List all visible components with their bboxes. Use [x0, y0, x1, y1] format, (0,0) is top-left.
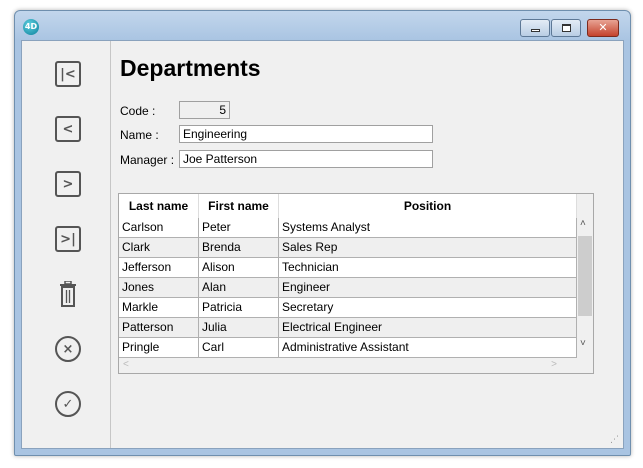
column-header-position[interactable]: Position: [279, 194, 577, 218]
horizontal-scrollbar[interactable]: < >: [119, 358, 577, 373]
first-record-button[interactable]: |<: [55, 61, 81, 87]
sidebar: |< < > >| × ✓: [22, 41, 111, 448]
last-name-cell: Markle: [119, 298, 199, 317]
scroll-up-icon[interactable]: ˄: [580, 218, 586, 229]
scroll-down-icon[interactable]: ˅: [580, 338, 586, 349]
table-row[interactable]: Patterson Julia Electrical Engineer: [119, 318, 577, 338]
cancel-button[interactable]: ×: [55, 336, 81, 362]
position-cell: Systems Analyst: [279, 218, 577, 237]
previous-record-button[interactable]: <: [55, 116, 81, 142]
resize-grip-icon[interactable]: ⋰: [610, 435, 619, 445]
minimize-button[interactable]: [520, 19, 550, 37]
column-header-first-name[interactable]: First name: [199, 194, 279, 218]
employees-listbox[interactable]: Last name First name Position Carlson Pet…: [118, 193, 594, 374]
last-record-icon: >|: [60, 231, 76, 247]
position-cell: Technician: [279, 258, 577, 277]
checkmark-icon: ✓: [62, 396, 74, 412]
last-name-cell: Jones: [119, 278, 199, 297]
vertical-scrollbar[interactable]: ˄ ˅: [577, 218, 593, 358]
last-name-cell: Patterson: [119, 318, 199, 337]
position-cell: Secretary: [279, 298, 577, 317]
last-name-cell: Jefferson: [119, 258, 199, 277]
maximize-button[interactable]: [551, 19, 581, 37]
table-row[interactable]: Jones Alan Engineer: [119, 278, 577, 298]
position-cell: Administrative Assistant: [279, 338, 577, 357]
last-record-button[interactable]: >|: [55, 226, 81, 252]
last-name-cell: Clark: [119, 238, 199, 257]
name-field[interactable]: Engineering: [179, 125, 433, 143]
last-name-cell: Pringle: [119, 338, 199, 357]
manager-label: Manager :: [120, 153, 175, 167]
scroll-left-icon[interactable]: <: [123, 359, 129, 370]
trash-icon: [60, 281, 76, 307]
manager-field[interactable]: Joe Patterson: [179, 150, 433, 168]
table-row[interactable]: Pringle Carl Administrative Assistant: [119, 338, 577, 358]
position-cell: Sales Rep: [279, 238, 577, 257]
column-header-last-name[interactable]: Last name: [119, 194, 199, 218]
first-record-icon: |<: [60, 66, 76, 82]
first-name-cell: Brenda: [199, 238, 279, 257]
maximize-icon: [562, 24, 571, 32]
first-name-cell: Carl: [199, 338, 279, 357]
first-name-cell: Patricia: [199, 298, 279, 317]
scrollbar-thumb[interactable]: [578, 236, 592, 316]
first-name-cell: Peter: [199, 218, 279, 237]
close-button[interactable]: ✕: [587, 19, 619, 37]
client-area: |< < > >| × ✓ Departments Code : 5 Name …: [21, 40, 624, 449]
window: 4D ✕ |< < > >| × ✓ Departments Code : 5 …: [14, 10, 631, 456]
table-row[interactable]: Jefferson Alison Technician: [119, 258, 577, 278]
next-record-icon: >: [62, 176, 74, 192]
delete-button[interactable]: [55, 281, 81, 307]
last-name-cell: Carlson: [119, 218, 199, 237]
first-name-cell: Julia: [199, 318, 279, 337]
page-title: Departments: [120, 55, 261, 81]
next-record-button[interactable]: >: [55, 171, 81, 197]
app-logo-icon: 4D: [23, 19, 39, 35]
table-row[interactable]: Markle Patricia Secretary: [119, 298, 577, 318]
table-row[interactable]: Clark Brenda Sales Rep: [119, 238, 577, 258]
position-cell: Electrical Engineer: [279, 318, 577, 337]
name-label: Name :: [120, 128, 159, 142]
position-cell: Engineer: [279, 278, 577, 297]
validate-button[interactable]: ✓: [55, 391, 81, 417]
minimize-icon: [531, 29, 540, 32]
first-name-cell: Alan: [199, 278, 279, 297]
table-row[interactable]: Carlson Peter Systems Analyst: [119, 218, 577, 238]
previous-record-icon: <: [62, 121, 74, 137]
table-header: Last name First name Position: [119, 194, 577, 218]
scroll-right-icon[interactable]: >: [551, 359, 557, 370]
cancel-icon: ×: [62, 341, 74, 357]
code-label: Code :: [120, 104, 156, 118]
code-field[interactable]: 5: [179, 101, 230, 119]
first-name-cell: Alison: [199, 258, 279, 277]
